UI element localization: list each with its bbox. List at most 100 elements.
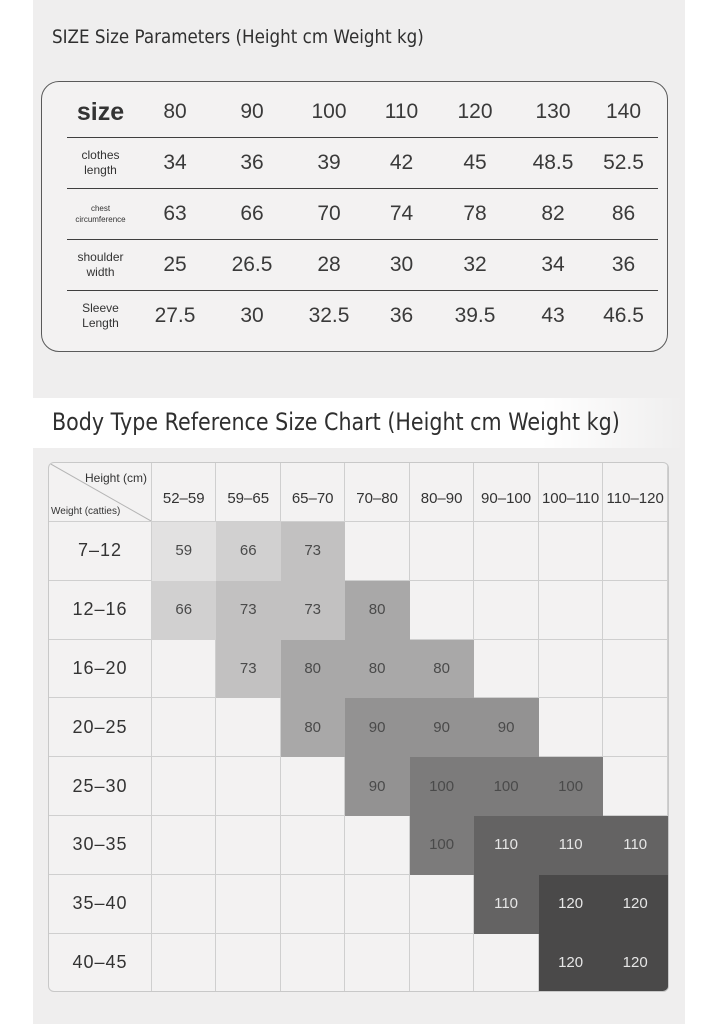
empty-cell	[408, 932, 475, 991]
size-value-cell: 34	[134, 137, 216, 189]
empty-cell	[408, 579, 475, 640]
empty-cell	[537, 638, 604, 699]
height-range-header: 80–90	[408, 463, 475, 522]
size-recommendation-cell: 66	[215, 521, 281, 581]
weight-range-label: 25–30	[49, 756, 152, 816]
size-value-cell: 30	[370, 239, 433, 291]
empty-cell	[150, 814, 217, 875]
empty-cell	[279, 873, 346, 934]
size-value-cell: 42	[370, 137, 433, 189]
height-range-header: 90–100	[473, 463, 539, 522]
size-recommendation-cell: 90	[344, 697, 410, 758]
size-recommendation-cell: 100	[537, 756, 604, 816]
size-row-label-text: clothes length	[81, 148, 120, 177]
size-recommendation-cell: 100	[408, 814, 475, 875]
size-recommendation-cell: 73	[215, 638, 281, 699]
size-value-cell: 43	[541, 304, 565, 327]
size-recommendation-cell: 80	[344, 579, 410, 640]
size-recommendation-cell: 73	[215, 579, 281, 640]
size-recommendation-cell: 120	[537, 932, 604, 991]
height-range-header: 110–120	[602, 463, 668, 522]
chart-weight-row: 30–35 100 110 110 110	[49, 814, 668, 875]
empty-cell	[150, 873, 217, 934]
empty-cell	[408, 873, 475, 934]
empty-cell	[215, 756, 281, 816]
size-value-cell: 110	[370, 87, 433, 138]
empty-cell	[473, 521, 539, 581]
weight-range-label: 40–45	[49, 932, 152, 991]
size-row-label: chest circumference	[67, 188, 134, 240]
size-recommendation-cell: 100	[408, 756, 475, 816]
empty-cell	[215, 697, 281, 758]
size-row-sleeve-length: Sleeve Length 27.5 30 32.5 36 39.5 43 46.5	[67, 291, 658, 342]
size-row-label-text: Sleeve Length	[82, 301, 119, 330]
chart-weight-row: 25–30 90 100 100 100	[49, 756, 668, 816]
size-recommendation-cell: 66	[150, 579, 217, 640]
size-recommendation-cell: 59	[150, 521, 217, 581]
chart-weight-row: 40–45 120 120	[49, 932, 668, 991]
height-range-header: 70–80	[344, 463, 410, 522]
empty-cell	[215, 932, 281, 991]
height-range-header: 100–110	[537, 463, 604, 522]
weight-range-label: 7–12	[49, 521, 152, 581]
size-parameters-title: SIZE Size Parameters (Height cm Weight k…	[52, 26, 424, 48]
size-value-cell: 78	[433, 188, 517, 240]
size-value-cell: 25	[134, 239, 216, 291]
empty-cell	[279, 814, 346, 875]
empty-cell	[344, 521, 410, 581]
size-value-cell: 46.5	[603, 304, 644, 327]
chart-weight-row: 12–16 66 73 73 80	[49, 579, 668, 640]
size-row-label: size	[67, 87, 134, 138]
size-recommendation-cell: 100	[473, 756, 539, 816]
empty-cell	[537, 579, 604, 640]
size-row-label-text: chest circumference	[75, 204, 126, 224]
size-value-cell: 30	[240, 304, 264, 327]
empty-cell	[279, 932, 346, 991]
body-type-chart-grid: Height (cm) Weight (catties) 52–59 59–65 65–…	[49, 463, 668, 991]
size-parameters-table: size 80 90 100 110 120 130 140 clothes length 34 3…	[67, 87, 658, 341]
empty-cell	[473, 579, 539, 640]
empty-cell	[602, 638, 668, 699]
weight-range-label: 35–40	[49, 873, 152, 934]
empty-cell	[602, 521, 668, 581]
chart-header-row: Height (cm) Weight (catties) 52–59 59–65 65–…	[49, 463, 668, 522]
size-value-cell: 66	[216, 188, 288, 240]
height-range-header: 65–70	[279, 463, 346, 522]
size-recommendation-cell: 80	[408, 638, 475, 699]
size-value-cell: 140	[589, 87, 658, 138]
size-recommendation-cell: 120	[537, 873, 604, 934]
empty-cell	[537, 697, 604, 758]
size-recommendation-cell: 120	[602, 873, 668, 934]
empty-cell	[473, 932, 539, 991]
body-type-chart-card: Height (cm) Weight (catties) 52–59 59–65 65–…	[48, 462, 669, 992]
size-value-cell: 45	[433, 137, 517, 189]
empty-cell	[344, 932, 410, 991]
size-recommendation-cell: 90	[344, 756, 410, 816]
height-range-header: 59–65	[215, 463, 281, 522]
size-value-cell: 36	[389, 304, 414, 327]
empty-cell	[150, 932, 217, 991]
empty-cell	[150, 697, 217, 758]
empty-cell	[215, 873, 281, 934]
size-value-cell: 36	[216, 137, 288, 189]
chart-corner-cell: Height (cm) Weight (catties)	[49, 463, 152, 522]
size-value-cell: 130	[517, 87, 589, 138]
size-row-label: Sleeve Length	[67, 291, 134, 342]
size-value-cell: 28	[288, 239, 370, 291]
size-value-cell: 100	[288, 87, 370, 138]
height-range-header: 52–59	[150, 463, 217, 522]
size-parameters-card: size 80 90 100 110 120 130 140 clothes length 34 3…	[41, 81, 668, 352]
weight-range-label: 12–16	[49, 579, 152, 640]
weight-axis-label: Weight (catties)	[51, 506, 121, 517]
empty-cell	[215, 814, 281, 875]
size-value-cell: 90	[216, 87, 288, 138]
size-value-cell: 80	[134, 87, 216, 138]
empty-cell	[344, 814, 410, 875]
empty-cell	[150, 638, 217, 699]
empty-cell	[602, 579, 668, 640]
size-recommendation-cell: 73	[279, 521, 346, 581]
size-recommendation-cell: 110	[537, 814, 604, 875]
empty-cell	[344, 873, 410, 934]
size-row-label: clothes length	[67, 137, 134, 189]
size-row-label-text: size	[76, 97, 125, 126]
